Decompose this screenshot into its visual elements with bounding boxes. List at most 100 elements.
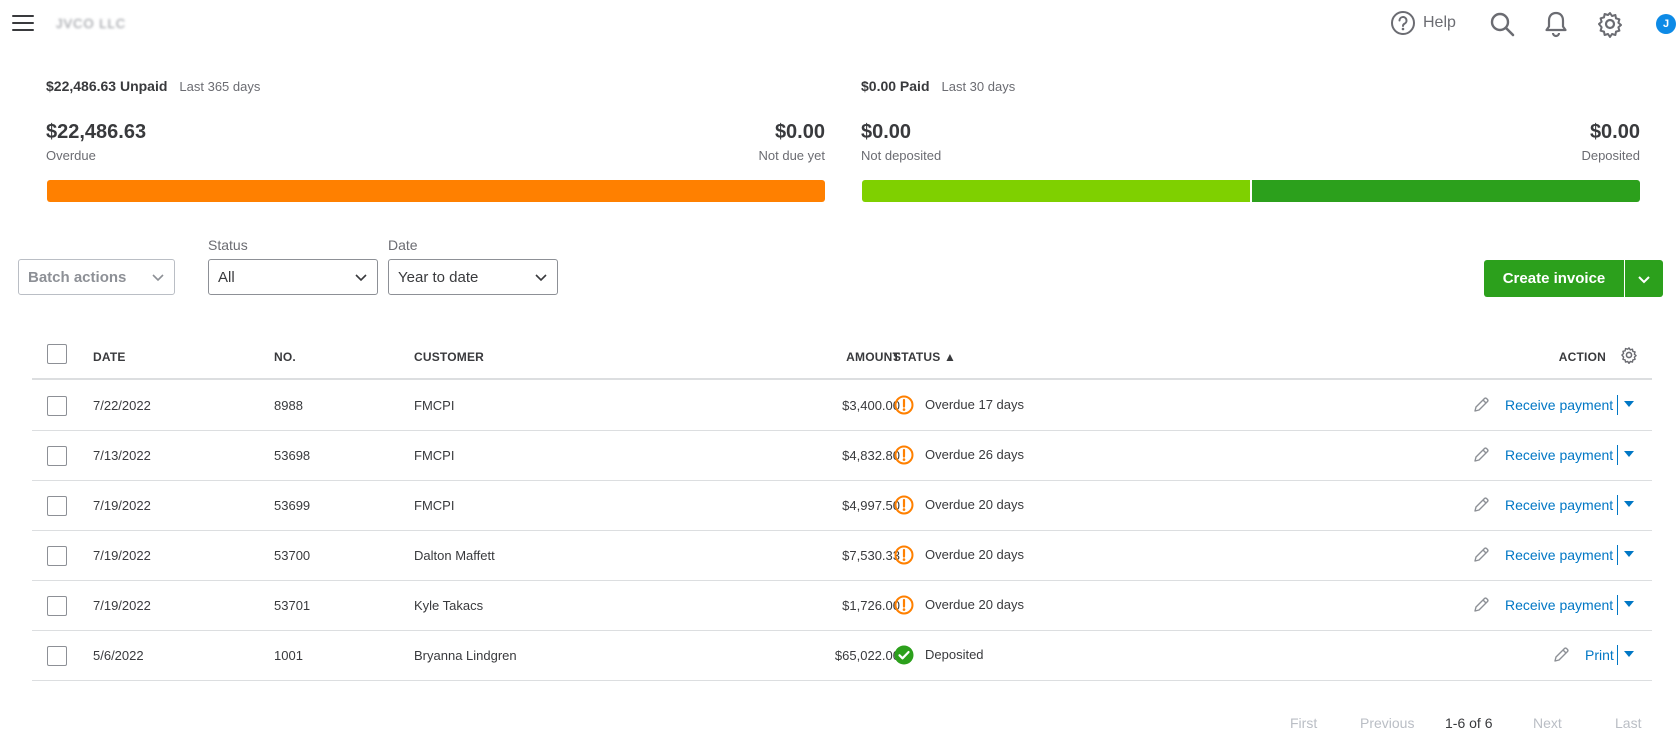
overdue-icon <box>894 495 914 515</box>
row-amount: $4,832.80 <box>842 448 900 463</box>
row-action-dropdown-caret-icon[interactable] <box>1624 601 1634 607</box>
column-customer[interactable]: CUSTOMER <box>414 350 485 364</box>
table-row[interactable]: 7/19/2022 53699 FMCPI $4,997.50 Overdue 20 d… <box>32 481 1652 531</box>
search-icon[interactable] <box>1488 10 1516 38</box>
company-name: JVCO LLC <box>56 16 127 31</box>
row-amount: $7,530.33 <box>842 548 900 563</box>
pagination-previous[interactable]: Previous <box>1360 715 1415 731</box>
row-checkbox[interactable] <box>47 596 67 616</box>
overdue-bar[interactable] <box>47 180 825 202</box>
row-action-link[interactable]: Receive payment <box>1505 547 1614 563</box>
select-all-checkbox[interactable] <box>47 344 67 364</box>
row-checkbox[interactable] <box>47 546 67 566</box>
row-customer: FMCPI <box>414 448 455 463</box>
batch-actions-dropdown[interactable]: Batch actions <box>18 259 175 295</box>
row-action-dropdown-caret-icon[interactable] <box>1624 651 1634 657</box>
row-date: 7/19/2022 <box>93 498 151 513</box>
action-separator <box>1617 645 1618 665</box>
help-button[interactable]: Help <box>1390 10 1456 36</box>
overdue-icon <box>894 545 914 565</box>
row-checkbox[interactable] <box>47 646 67 666</box>
edit-pencil-icon[interactable] <box>1472 546 1490 564</box>
chevron-down-icon <box>535 274 547 282</box>
edit-pencil-icon[interactable] <box>1472 596 1490 614</box>
overdue-label: Overdue <box>46 148 96 163</box>
row-customer: FMCPI <box>414 498 455 513</box>
edit-pencil-icon[interactable] <box>1472 496 1490 514</box>
create-invoice-button[interactable]: Create invoice <box>1484 260 1624 297</box>
table-header: DATE NO. CUSTOMER AMOUNT STATUS ▲ ACTION <box>32 336 1652 380</box>
date-filter-value: Year to date <box>398 268 479 286</box>
edit-pencil-icon[interactable] <box>1472 396 1490 414</box>
overdue-icon <box>894 395 914 415</box>
help-icon <box>1391 11 1415 35</box>
not-deposited-bar[interactable] <box>862 180 1250 202</box>
deposited-bar[interactable] <box>1252 180 1640 202</box>
row-action-link[interactable]: Receive payment <box>1505 447 1614 463</box>
overdue-value: $22,486.63 <box>46 121 147 143</box>
column-no[interactable]: NO. <box>274 350 296 364</box>
row-action-link[interactable]: Print <box>1585 647 1614 663</box>
date-filter-dropdown[interactable]: Year to date <box>388 259 558 295</box>
row-number: 1001 <box>274 648 303 663</box>
deposited-label: Deposited <box>1581 148 1640 163</box>
pagination-last[interactable]: Last <box>1615 715 1642 731</box>
notification-bell-icon[interactable] <box>1542 10 1570 38</box>
status-filter-value: All <box>218 268 235 286</box>
row-number: 53700 <box>274 548 311 563</box>
unpaid-period: Last 365 days <box>179 79 261 94</box>
row-number: 53698 <box>274 448 311 463</box>
pagination-first[interactable]: First <box>1290 715 1318 731</box>
avatar[interactable]: J <box>1656 14 1676 34</box>
row-customer: Kyle Takacs <box>414 598 484 613</box>
row-action-dropdown-caret-icon[interactable] <box>1624 451 1634 457</box>
row-action-link[interactable]: Receive payment <box>1505 397 1614 413</box>
unpaid-summary-header: $22,486.63 Unpaid Last 365 days <box>46 78 260 94</box>
row-customer: Bryanna Lindgren <box>414 648 517 663</box>
not-due-value: $0.00 <box>774 121 825 143</box>
column-date[interactable]: DATE <box>93 350 126 364</box>
row-status: Overdue 20 days <box>925 597 1025 612</box>
pagination-next[interactable]: Next <box>1533 715 1562 731</box>
row-status: Overdue 20 days <box>925 547 1025 562</box>
table-row[interactable]: 7/13/2022 53698 FMCPI $4,832.80 Overdue 26 d… <box>32 431 1652 481</box>
action-separator <box>1617 545 1618 565</box>
row-checkbox[interactable] <box>47 496 67 516</box>
menu-icon[interactable] <box>12 15 34 33</box>
row-date: 7/19/2022 <box>93 548 151 563</box>
column-status[interactable]: STATUS ▲ <box>893 350 957 364</box>
row-checkbox[interactable] <box>47 396 67 416</box>
gear-icon[interactable] <box>1596 10 1624 38</box>
row-action-link[interactable]: Receive payment <box>1505 597 1614 613</box>
table-settings-gear-icon[interactable] <box>1620 346 1638 364</box>
column-amount[interactable]: AMOUNT <box>846 350 900 364</box>
edit-pencil-icon[interactable] <box>1472 446 1490 464</box>
edit-pencil-icon[interactable] <box>1552 646 1570 664</box>
batch-actions-label: Batch actions <box>28 268 127 286</box>
row-action-dropdown-caret-icon[interactable] <box>1624 501 1634 507</box>
row-amount: $4,997.50 <box>842 498 900 513</box>
row-number: 53701 <box>274 598 311 613</box>
paid-summary-header: $0.00 Paid Last 30 days <box>861 78 1015 94</box>
table-row[interactable]: 5/6/2022 1001 Bryanna Lindgren $65,022.00 De… <box>32 631 1652 681</box>
not-due-label: Not due yet <box>758 148 826 163</box>
row-customer: FMCPI <box>414 398 455 413</box>
row-number: 8988 <box>274 398 303 413</box>
create-invoice-dropdown-button[interactable] <box>1625 260 1663 297</box>
not-deposited-label: Not deposited <box>861 148 942 163</box>
top-bar: JVCO LLC Help J <box>0 0 1680 48</box>
chevron-down-icon <box>1638 275 1650 283</box>
row-action-link[interactable]: Receive payment <box>1505 497 1614 513</box>
row-action-dropdown-caret-icon[interactable] <box>1624 401 1634 407</box>
table-row[interactable]: 7/22/2022 8988 FMCPI $3,400.00 Overdue 17 da… <box>32 381 1652 431</box>
status-filter-dropdown[interactable]: All <box>208 259 378 295</box>
row-status: Deposited <box>925 647 984 662</box>
row-status: Overdue 20 days <box>925 497 1025 512</box>
overdue-icon <box>894 445 914 465</box>
row-checkbox[interactable] <box>47 446 67 466</box>
table-row[interactable]: 7/19/2022 53701 Kyle Takacs $1,726.00 Overdu… <box>32 581 1652 631</box>
row-number: 53699 <box>274 498 311 513</box>
row-action-dropdown-caret-icon[interactable] <box>1624 551 1634 557</box>
status-filter-label: Status <box>208 237 248 253</box>
table-row[interactable]: 7/19/2022 53700 Dalton Maffett $7,530.33 Ove… <box>32 531 1652 581</box>
